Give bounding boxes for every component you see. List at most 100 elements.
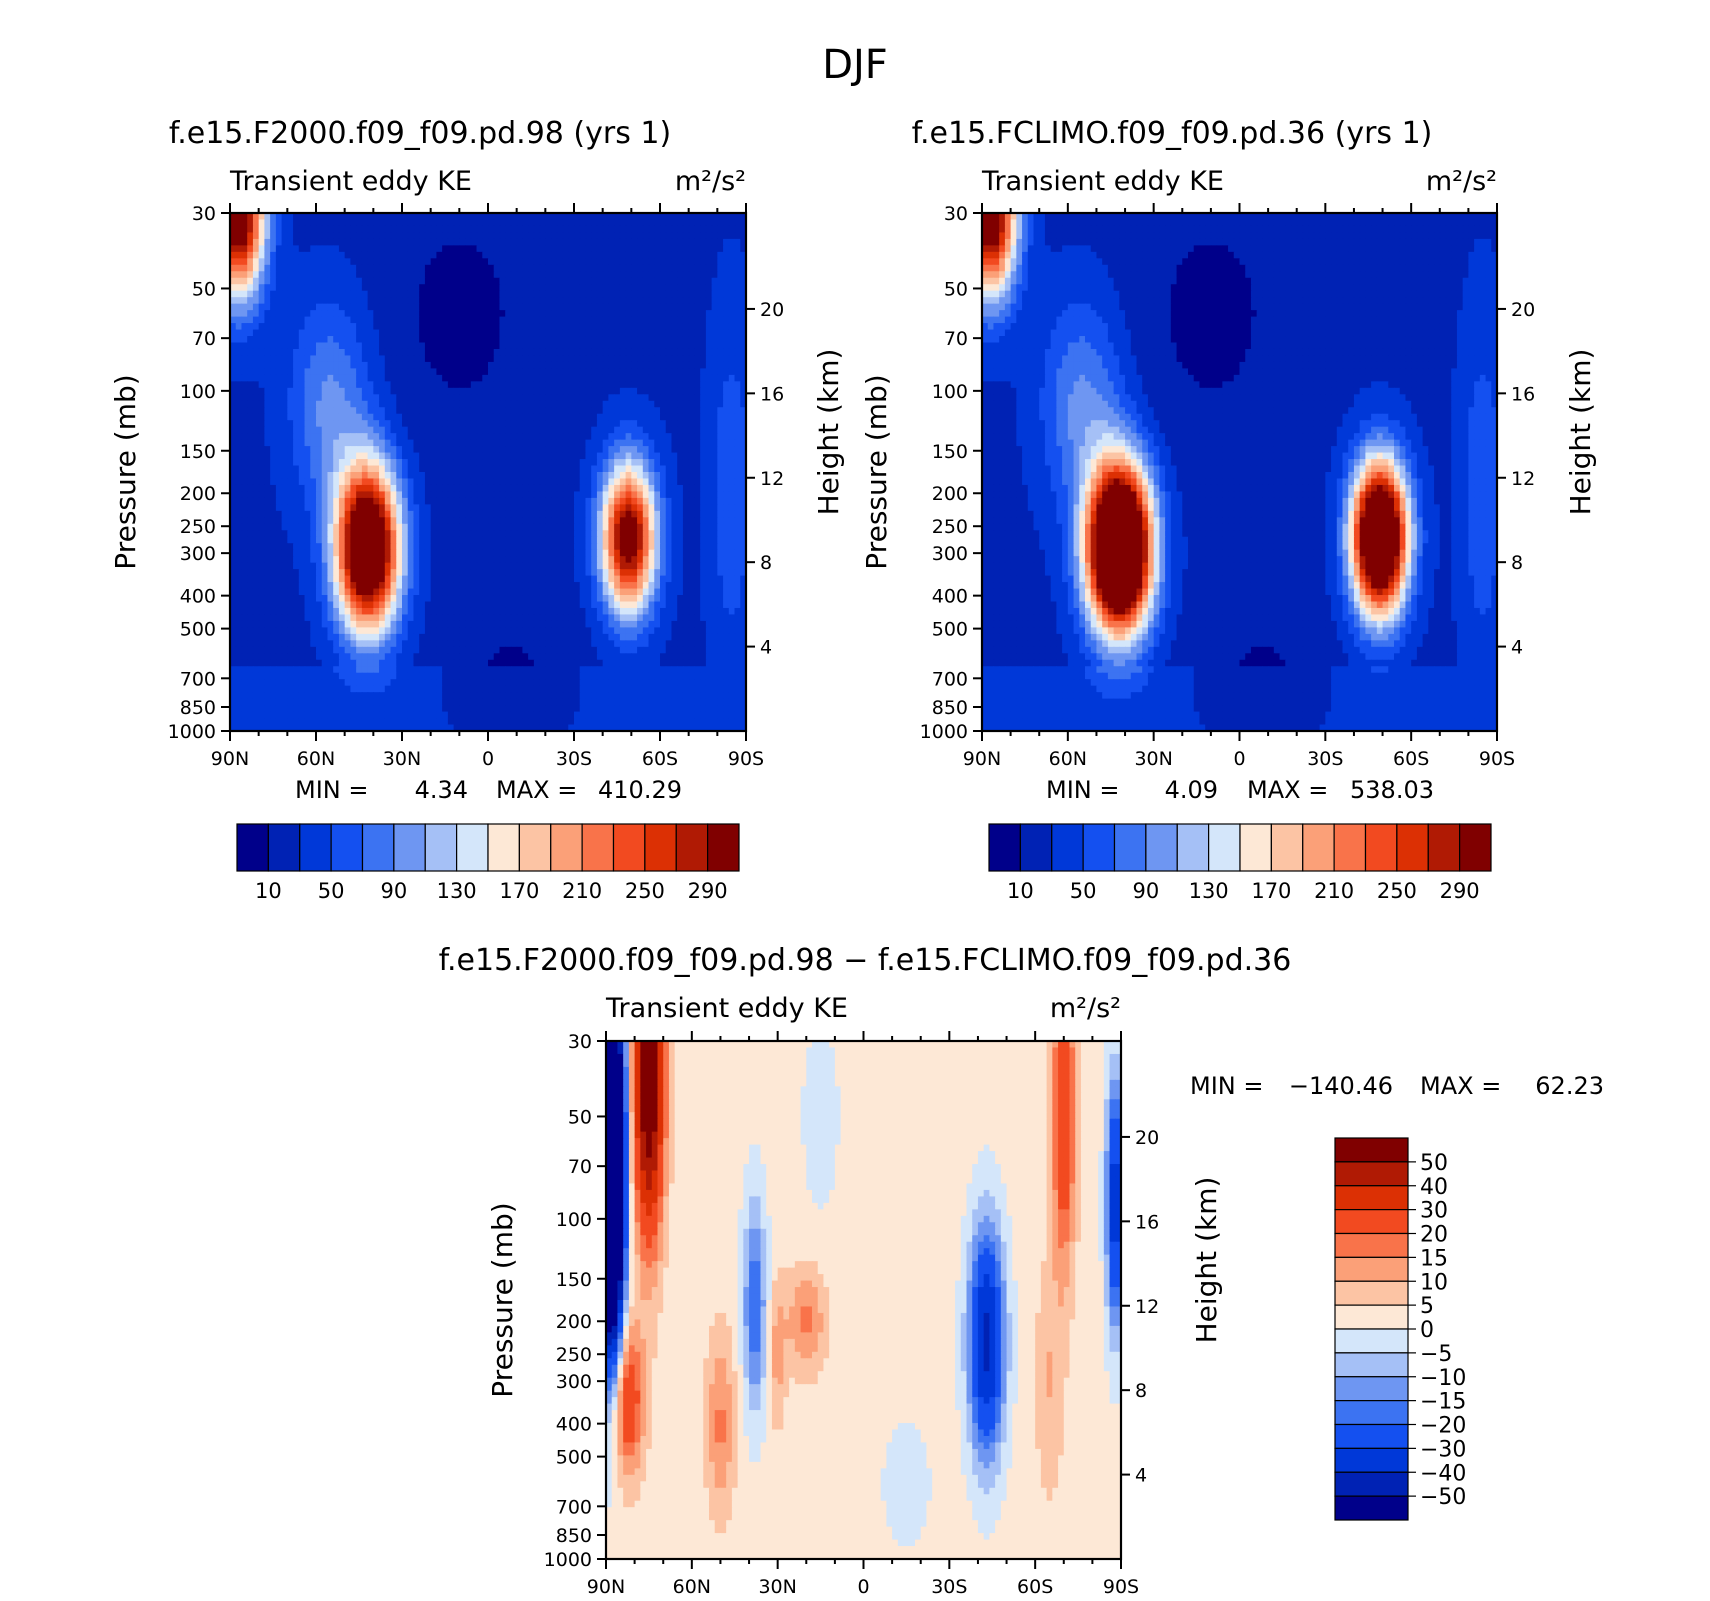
- contour-cell: [470, 465, 478, 473]
- contour-cell: [591, 303, 598, 311]
- contour-cell: [304, 433, 311, 441]
- contour-cell: [436, 472, 443, 480]
- contour-cell: [235, 290, 243, 298]
- contour-cell: [591, 472, 598, 480]
- contour-cell: [344, 323, 351, 331]
- contour-cell: [568, 258, 575, 266]
- contour-cell: [413, 381, 420, 389]
- contour-cell: [579, 394, 587, 402]
- contour-cell: [493, 478, 501, 486]
- contour-cell: [379, 277, 386, 285]
- contour-cell: [298, 387, 306, 395]
- contour-cell: [579, 510, 587, 518]
- contour-cell: [671, 394, 678, 402]
- contour-cell: [499, 549, 506, 557]
- contour-cell: [287, 303, 294, 311]
- contour-cell: [533, 271, 541, 279]
- contour-cell: [344, 277, 351, 285]
- contour-cell: [562, 491, 569, 499]
- contour-cell: [316, 484, 323, 493]
- contour-cell: [476, 569, 483, 577]
- contour-cell: [631, 400, 638, 408]
- contour-cell: [235, 251, 243, 259]
- contour-cell: [367, 420, 374, 428]
- contour-cell: [419, 569, 426, 577]
- contour-cell: [327, 284, 334, 292]
- contour-cell: [700, 536, 707, 544]
- contour-cell: [241, 446, 248, 454]
- contour-cell: [602, 517, 609, 525]
- contour-cell: [596, 310, 604, 318]
- contour-cell: [304, 316, 311, 324]
- contour-cell: [459, 297, 466, 305]
- contour-cell: [551, 517, 558, 525]
- contour-cell: [465, 336, 472, 344]
- contour-cell: [493, 426, 501, 434]
- contour-cell: [327, 549, 334, 557]
- contour-cell: [247, 368, 254, 376]
- contour-cell: [682, 245, 690, 253]
- contour-cell: [390, 504, 397, 512]
- contour-cell: [488, 517, 495, 525]
- contour-cell: [562, 290, 569, 298]
- contour-cell: [574, 394, 581, 402]
- contour-cell: [682, 543, 690, 551]
- contour-cell: [281, 459, 288, 467]
- contour-cell: [614, 543, 621, 551]
- contour-cell: [367, 290, 374, 298]
- contour-cell: [528, 290, 535, 298]
- contour-cell: [625, 213, 632, 221]
- contour-cell: [516, 420, 523, 428]
- contour-cell: [723, 251, 730, 259]
- contour-cell: [510, 433, 518, 441]
- contour-cell: [419, 264, 426, 272]
- contour-cell: [447, 284, 455, 292]
- contour-cell: [361, 556, 369, 564]
- contour-cell: [247, 562, 254, 570]
- contour-cell: [338, 413, 346, 421]
- contour-cell: [528, 497, 535, 505]
- contour-cell: [728, 549, 736, 557]
- contour-cell: [316, 562, 323, 570]
- contour-cell: [682, 238, 690, 246]
- contour-cell: [700, 277, 707, 285]
- contour-cell: [711, 420, 718, 428]
- contour-cell: [235, 478, 243, 486]
- contour-cell: [579, 342, 587, 350]
- contour-cell: [298, 336, 306, 344]
- contour-cell: [465, 472, 472, 480]
- contour-cell: [356, 284, 363, 292]
- contour-cell: [677, 491, 684, 499]
- contour-cell: [568, 381, 575, 389]
- contour-cell: [562, 232, 569, 240]
- contour-cell: [459, 348, 466, 357]
- contour-cell: [338, 426, 346, 434]
- contour-cell: [419, 530, 426, 538]
- contour-cell: [470, 484, 478, 493]
- contour-cell: [293, 336, 300, 344]
- contour-cell: [734, 264, 741, 272]
- contour-cell: [591, 232, 598, 240]
- contour-cell: [488, 446, 495, 454]
- contour-cell: [442, 452, 449, 460]
- contour-cell: [728, 284, 736, 292]
- contour-cell: [660, 433, 667, 441]
- contour-cell: [516, 277, 523, 285]
- contour-cell: [579, 284, 587, 292]
- contour-cell: [270, 238, 277, 246]
- contour-cell: [235, 400, 243, 408]
- contour-cell: [333, 251, 340, 259]
- contour-cell: [459, 491, 466, 499]
- contour-cell: [270, 355, 277, 363]
- contour-cell: [304, 258, 311, 266]
- contour-cell: [723, 238, 730, 246]
- contour-cell: [350, 433, 357, 441]
- contour-cell: [293, 491, 300, 499]
- contour-cell: [688, 407, 695, 415]
- contour-cell: [298, 394, 306, 402]
- contour-cell: [516, 264, 523, 272]
- contour-cell: [488, 381, 495, 389]
- contour-cell: [723, 446, 730, 454]
- contour-cell: [321, 536, 329, 544]
- contour-cell: [545, 303, 552, 311]
